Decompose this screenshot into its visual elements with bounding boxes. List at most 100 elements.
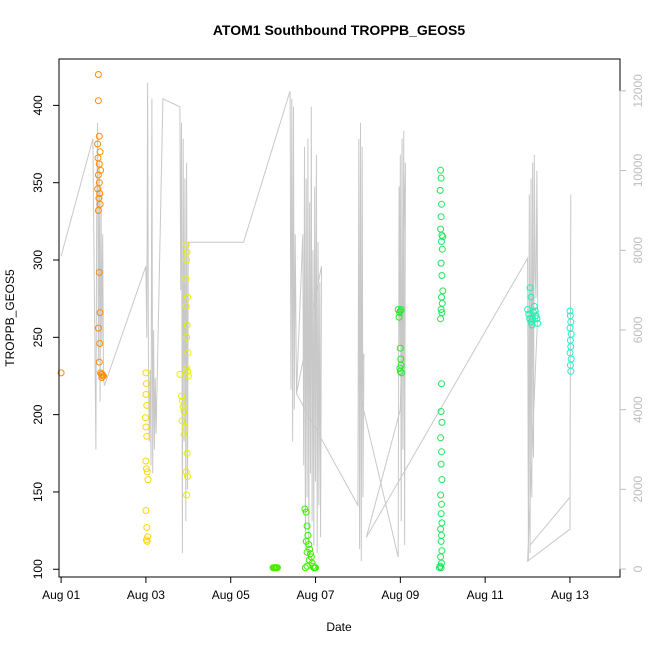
- y-axis: 100 150 200 250 300 350 400: [31, 95, 60, 579]
- y2-tick-label: 12000: [631, 74, 645, 108]
- data-point: [95, 268, 103, 276]
- data-point: [437, 315, 445, 323]
- data-point: [437, 510, 445, 518]
- data-point: [301, 564, 309, 572]
- data-point: [142, 391, 150, 398]
- data-point: [301, 505, 309, 513]
- data-point: [96, 309, 104, 317]
- data-point: [437, 491, 445, 499]
- x-tick-label: Aug 01: [42, 588, 80, 602]
- data-point: [179, 403, 187, 411]
- data-point: [438, 547, 446, 555]
- y-tick-label: 100: [31, 559, 45, 579]
- data-point: [143, 401, 151, 409]
- data-point: [142, 457, 150, 465]
- y-tick-label: 300: [31, 250, 45, 270]
- y-tick-label: 250: [31, 327, 45, 347]
- data-point: [533, 315, 541, 323]
- data-point: [438, 500, 445, 508]
- data-point: [312, 564, 319, 572]
- x-axis: Aug 01 Aug 03 Aug 05 Aug 07 Aug 09 Aug 11 Aug …: [42, 576, 589, 602]
- data-point: [437, 306, 445, 313]
- data-point: [532, 312, 540, 320]
- data-point: [437, 408, 445, 415]
- data-point: [178, 417, 186, 425]
- data-point: [182, 302, 190, 310]
- data-point: [438, 272, 446, 279]
- data-point: [527, 293, 535, 301]
- data-point: [181, 423, 189, 431]
- data-point: [180, 431, 188, 439]
- data-point: [184, 293, 191, 301]
- data-point: [438, 238, 445, 245]
- data-point: [182, 468, 190, 476]
- y2-tick-label: 10000: [631, 154, 645, 188]
- y-tick-label: 150: [31, 482, 45, 502]
- data-point: [184, 473, 191, 480]
- data-point: [142, 414, 149, 422]
- data-point: [435, 564, 443, 572]
- data-point: [94, 324, 102, 332]
- data-point: [183, 321, 191, 329]
- data-point: [397, 306, 405, 313]
- data-point: [183, 256, 191, 264]
- y2-tick-label: 4000: [631, 396, 645, 423]
- x-tick-label: Aug 03: [127, 588, 165, 602]
- data-point: [567, 330, 575, 338]
- data-point: [438, 418, 446, 426]
- data-point: [183, 491, 191, 499]
- data-point: [398, 369, 406, 377]
- data-point: [302, 508, 310, 516]
- x-tick-label: Aug 09: [381, 588, 419, 602]
- data-point: [184, 349, 192, 357]
- data-point: [304, 531, 312, 539]
- data-point: [96, 148, 104, 156]
- data-point: [438, 245, 446, 253]
- data-point: [94, 207, 102, 214]
- data-point: [438, 380, 445, 388]
- data-point: [96, 200, 104, 208]
- data-point: [305, 541, 313, 548]
- data-point: [96, 340, 104, 347]
- data-point: [396, 367, 404, 375]
- data-point: [524, 306, 532, 313]
- chart-title: ATOM1 Southbound TROPPB_GEOS5: [213, 22, 465, 38]
- data-point: [178, 392, 185, 400]
- data-point: [94, 71, 102, 78]
- data-point: [143, 432, 151, 440]
- data-point: [142, 465, 150, 473]
- data-point: [95, 358, 103, 366]
- data-point: [396, 344, 404, 352]
- altitude-line: [60, 82, 572, 563]
- data-point: [95, 179, 103, 187]
- data-point: [525, 310, 533, 318]
- data-point: [303, 562, 311, 570]
- data-point: [142, 423, 150, 431]
- data-point: [144, 533, 152, 541]
- x-tick-label: Aug 05: [212, 588, 250, 602]
- y2-tick-label: 0: [631, 565, 645, 572]
- data-point: [439, 287, 447, 295]
- data-point: [534, 319, 542, 327]
- data-point: [437, 460, 445, 468]
- data-point: [100, 372, 107, 380]
- data-point: [438, 531, 445, 539]
- data-point: [143, 537, 151, 545]
- data-point: [437, 174, 445, 182]
- data-point: [143, 468, 151, 476]
- secondary-line-layer: [60, 82, 572, 563]
- data-point: [95, 132, 103, 140]
- data-point: [437, 553, 445, 561]
- y-axis-label: TROPPB_GEOS5: [3, 269, 17, 367]
- data-point: [142, 369, 150, 377]
- data-point: [526, 284, 534, 292]
- data-point: [438, 200, 445, 208]
- data-point: [437, 434, 445, 442]
- data-point: [94, 97, 102, 105]
- data-point: [303, 548, 311, 556]
- data-point: [182, 275, 190, 283]
- data-point: [395, 313, 403, 321]
- y2-tick-label: 8000: [631, 237, 645, 264]
- data-point: [437, 166, 445, 174]
